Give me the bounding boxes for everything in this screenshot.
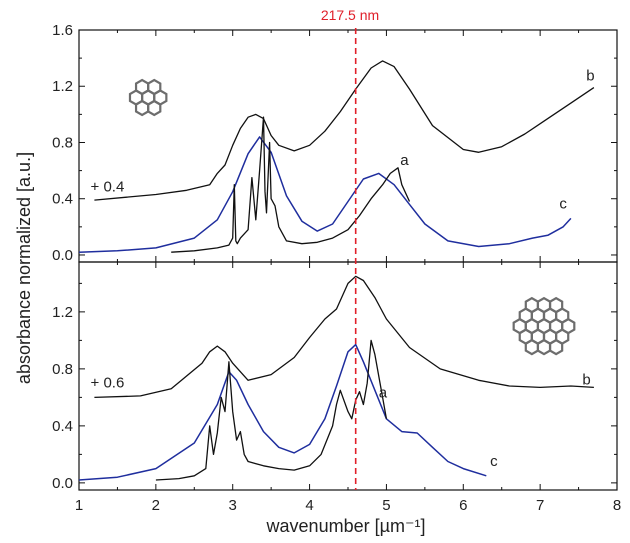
y-tick-label: 0.0 bbox=[52, 247, 73, 264]
y-tick-label: 1.6 bbox=[52, 22, 73, 39]
y-tick-label: 0.8 bbox=[52, 361, 73, 378]
x-tick-label: 7 bbox=[536, 497, 544, 514]
x-tick-label: 8 bbox=[613, 497, 621, 514]
x-tick-label: 5 bbox=[382, 497, 390, 514]
plot-layer: 0.0 0.4 0.8 1.2 1.6 b c a + 0.4 0.0 0.4 0.8 1.2 b c a + … bbox=[52, 22, 618, 492]
series-a-label: a bbox=[400, 152, 409, 169]
series-a-line bbox=[171, 116, 411, 253]
y-tick-label: 1.2 bbox=[52, 78, 73, 95]
offset-label: + 0.6 bbox=[91, 374, 125, 391]
panel-bottom: 0.0 0.4 0.8 1.2 b c a + 0.6 bbox=[52, 261, 618, 492]
y-tick-label: 0.0 bbox=[52, 475, 73, 492]
x-tick-label: 2 bbox=[152, 497, 160, 514]
molecule-ring bbox=[561, 317, 576, 335]
series-c-line bbox=[78, 343, 487, 481]
y-tick-label: 1.2 bbox=[52, 304, 73, 321]
x-tick-label: 3 bbox=[229, 497, 237, 514]
circumcoronene-molecule-icon bbox=[512, 296, 576, 356]
x-tick-label: 4 bbox=[305, 497, 313, 514]
series-b-line bbox=[94, 275, 594, 399]
series-c-label: c bbox=[490, 453, 498, 470]
reference-line-label: 217.5 nm bbox=[321, 7, 379, 23]
y-tick-label: 0.4 bbox=[52, 418, 73, 435]
text-layer: wavenumber [µm⁻¹] absorbance normalized … bbox=[14, 7, 621, 536]
panel-frame bbox=[78, 29, 618, 263]
series-b-label: b bbox=[586, 68, 594, 85]
coronene-molecule-icon bbox=[128, 78, 168, 117]
series-a-label: a bbox=[379, 384, 388, 401]
y-tick-label: 0.4 bbox=[52, 191, 73, 208]
series-b-label: b bbox=[582, 372, 590, 389]
series-c-line bbox=[78, 136, 572, 253]
molecule-ring bbox=[153, 89, 168, 106]
x-axis-title: wavenumber [µm⁻¹] bbox=[266, 516, 426, 536]
y-axis-title: absorbance normalized [a.u.] bbox=[14, 152, 34, 384]
x-tick-label: 1 bbox=[75, 497, 83, 514]
panel-frame bbox=[78, 261, 618, 491]
series-a-line bbox=[155, 339, 388, 481]
series-c-label: c bbox=[559, 196, 567, 213]
y-tick-label: 0.8 bbox=[52, 134, 73, 151]
x-tick-label: 6 bbox=[459, 497, 467, 514]
series-b-line bbox=[94, 60, 595, 201]
panel-top: 0.0 0.4 0.8 1.2 1.6 b c a + 0.4 bbox=[52, 22, 618, 264]
offset-label: + 0.4 bbox=[91, 179, 125, 196]
